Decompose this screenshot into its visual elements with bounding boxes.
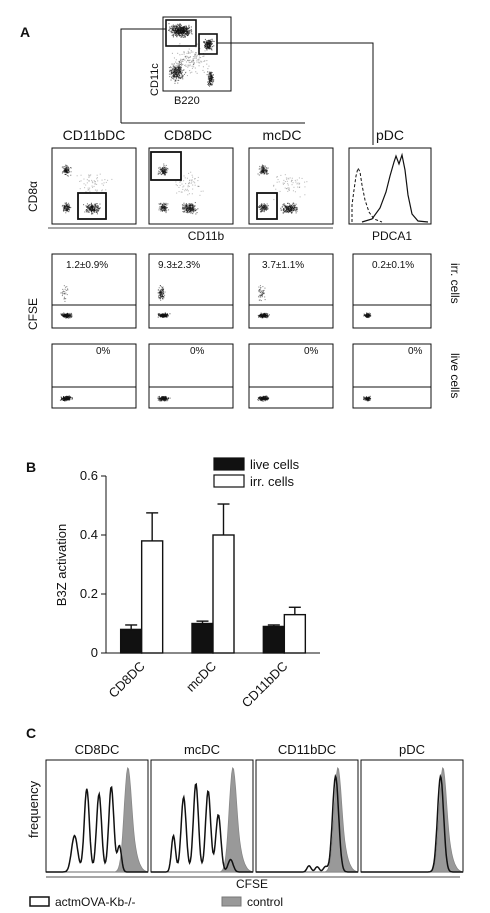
y-tick-label: 0 <box>91 645 98 660</box>
gate-connectors <box>120 28 374 145</box>
gate-cd8dc <box>150 151 182 181</box>
hist-actm-line <box>46 785 148 873</box>
legend-swatch-actm <box>29 896 50 907</box>
pdc-xlabel: PDCA1 <box>372 229 412 243</box>
x-tick-label: CD8DC <box>106 659 148 701</box>
panel-a-letter: A <box>20 24 30 40</box>
cfse-plot-frame <box>248 343 334 409</box>
cfse-plot-frame <box>352 253 432 329</box>
hist-actm-line <box>151 782 253 873</box>
cfse-ylabel: CFSE <box>26 298 40 330</box>
cd8a-plot-frame <box>51 147 137 225</box>
cfse-plot-frame <box>148 253 234 329</box>
c-ylabel: frequency <box>26 780 41 838</box>
row1-ylabel: CD8α <box>26 181 40 212</box>
pct-irr-cd11bdc: 1.2±0.9% <box>66 260 108 271</box>
top-plot-xlabel: B220 <box>174 95 200 107</box>
hist-actm-line <box>256 773 358 873</box>
legend-label-control: control <box>247 895 283 909</box>
pct-live-cd8dc: 0% <box>190 346 205 357</box>
bar-0-2 <box>262 625 286 654</box>
y-tick-label: 0.6 <box>80 468 98 483</box>
c-xlabel: CFSE <box>236 877 268 891</box>
legend-label: live cells <box>250 457 300 472</box>
row-label-live: live cells <box>448 353 462 398</box>
y-tick-label: 0.2 <box>80 586 98 601</box>
pct-live-cd11bdc: 0% <box>96 346 111 357</box>
cfse-plot-frame <box>352 343 432 409</box>
y-tick-label: 0.4 <box>80 527 98 542</box>
cfse-plot-frame <box>51 253 137 329</box>
pct-irr-mcdc: 3.7±1.1% <box>262 260 304 271</box>
hist-title: pDC <box>399 742 425 757</box>
cd8a-cd11b-row <box>51 147 334 225</box>
cfse-live-row <box>51 343 432 409</box>
row1-xlabel: CD11b <box>188 229 225 243</box>
bar-1-1 <box>212 534 235 654</box>
bar-0-0 <box>119 628 143 654</box>
cfse-histograms: CD8DC mcDC CD11bDC pDC <box>45 742 464 873</box>
cfse-plot-frame <box>148 343 234 409</box>
cd8a-plot-frame <box>148 147 234 225</box>
col-title-mcdc: mcDC <box>263 127 302 143</box>
gate-cd11bdc <box>77 192 107 220</box>
cfse-plot-frame <box>51 343 137 409</box>
col-title-pdc: pDC <box>376 127 404 143</box>
gate-mcdc <box>256 192 278 220</box>
hist-control-fill <box>361 767 464 873</box>
hist-title: CD11bDC <box>278 742 336 757</box>
pdc-hist-solid <box>361 152 429 223</box>
hist-control-fill <box>151 767 254 873</box>
pdc-histogram <box>348 147 432 225</box>
c-legend: actmOVA-Kb-/- control <box>29 895 283 909</box>
y-axis-label: B3Z activation <box>54 524 69 606</box>
pct-live-mcdc: 0% <box>304 346 319 357</box>
hist-actm-line <box>361 773 463 873</box>
legend-swatch <box>213 474 245 488</box>
hist-title: CD8DC <box>75 742 120 757</box>
gate-pdc <box>198 33 218 55</box>
cfse-plot-frame <box>248 253 334 329</box>
hist-title: mcDC <box>184 742 220 757</box>
panel-c-letter: C <box>26 725 36 741</box>
bar-1-0 <box>140 540 164 654</box>
row-label-irr: irr. cells <box>448 263 462 304</box>
legend-label-actm: actmOVA-Kb-/- <box>55 895 135 909</box>
legend-label: irr. cells <box>250 474 295 489</box>
cfse-irr-row <box>51 253 432 329</box>
pct-irr-cd8dc: 9.3±2.3% <box>158 260 200 271</box>
x-tick-label: CD11bDC <box>239 659 291 711</box>
pct-live-pdc: 0% <box>408 346 423 357</box>
pct-irr-pdc: 0.2±0.1% <box>372 260 414 271</box>
top-plot-ylabel: CD11c <box>149 63 161 96</box>
legend-swatch-control <box>221 896 242 907</box>
x-tick-label: mcDC <box>183 659 219 695</box>
col-title-cd8dc: CD8DC <box>164 127 212 143</box>
gate-cdc <box>165 19 197 47</box>
bar-0-1 <box>191 622 214 654</box>
panel-b-letter: B <box>26 459 36 475</box>
legend-swatch <box>213 457 245 471</box>
bar-1-2 <box>283 613 307 654</box>
bar-chart: 0 0.2 0.4 0.6 B3Z activation CD8DC mcDC CD11bDC… <box>54 457 320 710</box>
pdc-hist-dashed <box>351 166 383 223</box>
top-dot-plot <box>162 16 232 92</box>
hist-control-fill <box>256 767 359 873</box>
cd8a-plot-frame <box>248 147 334 225</box>
col-title-cd11bdc: CD11bDC <box>63 127 126 143</box>
